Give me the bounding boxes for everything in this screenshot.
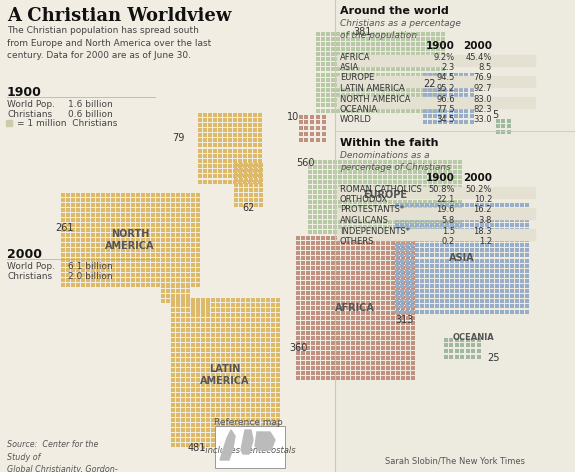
Text: World Pop.: World Pop. <box>7 100 55 109</box>
Text: 6.1 billion: 6.1 billion <box>68 262 113 271</box>
Text: ROMAN CATHOLICS: ROMAN CATHOLICS <box>340 185 421 194</box>
Text: The Christian population has spread south
from Europe and North America over the: The Christian population has spread sout… <box>7 26 211 60</box>
Polygon shape <box>220 430 235 460</box>
Text: 2.0 billion: 2.0 billion <box>68 272 113 281</box>
Text: EUROPE: EUROPE <box>363 190 407 200</box>
Text: PROTESTANTS*: PROTESTANTS* <box>340 205 404 214</box>
Text: 19.6: 19.6 <box>436 205 455 214</box>
Text: Around the world: Around the world <box>340 6 448 16</box>
Text: 2.3: 2.3 <box>442 63 455 72</box>
Text: A Christian Worldview: A Christian Worldview <box>7 7 231 25</box>
Bar <box>337 208 535 219</box>
Text: 360: 360 <box>289 343 307 353</box>
Text: = 1 million  Christians: = 1 million Christians <box>17 118 117 127</box>
Text: 33.0: 33.0 <box>473 116 492 125</box>
Text: INDEPENDENTS*: INDEPENDENTS* <box>340 227 410 236</box>
Text: 79: 79 <box>172 133 184 143</box>
Text: OTHERS: OTHERS <box>340 237 374 246</box>
Text: Sarah Slobin/The New York Times: Sarah Slobin/The New York Times <box>385 457 525 466</box>
Text: Source:  Center for the
Study of
Global Christianity, Gordon-
Conwell Theologica: Source: Center for the Study of Global C… <box>7 440 118 472</box>
Text: ASIA: ASIA <box>340 63 359 72</box>
Text: 50.2%: 50.2% <box>466 185 492 194</box>
Text: 77.5: 77.5 <box>436 105 455 114</box>
Text: 1900: 1900 <box>426 41 455 51</box>
Text: 0.2: 0.2 <box>442 237 455 246</box>
Text: *includes Pentecostals: *includes Pentecostals <box>201 446 296 455</box>
Bar <box>337 76 535 86</box>
Text: 34.5: 34.5 <box>436 116 455 125</box>
Text: 18.3: 18.3 <box>473 227 492 236</box>
Text: 83.0: 83.0 <box>473 94 492 103</box>
Text: 94.5: 94.5 <box>436 74 455 83</box>
Text: Christians: Christians <box>7 272 52 281</box>
Bar <box>337 55 535 66</box>
Text: 8.5: 8.5 <box>479 63 492 72</box>
Bar <box>337 229 535 239</box>
Text: 1900: 1900 <box>426 173 455 183</box>
Text: NORTH
AMERICA: NORTH AMERICA <box>105 229 155 251</box>
Text: NORTH AMERICA: NORTH AMERICA <box>340 94 411 103</box>
Text: 82.3: 82.3 <box>473 105 492 114</box>
Text: 5.8: 5.8 <box>442 216 455 225</box>
Text: 1.2: 1.2 <box>479 237 492 246</box>
Text: 9.2%: 9.2% <box>434 52 455 61</box>
Text: ORTHODOX: ORTHODOX <box>340 195 388 204</box>
Text: 96.6: 96.6 <box>436 94 455 103</box>
Text: OCEANIA: OCEANIA <box>340 105 378 114</box>
Text: OCEANIA: OCEANIA <box>453 332 494 342</box>
Polygon shape <box>255 432 275 450</box>
Bar <box>215 426 285 468</box>
Text: 45.4%: 45.4% <box>466 52 492 61</box>
Text: LATIN
AMERICA: LATIN AMERICA <box>200 364 250 386</box>
Text: 1.5: 1.5 <box>442 227 455 236</box>
Bar <box>337 187 535 197</box>
Text: 2000: 2000 <box>463 173 492 183</box>
Bar <box>335 0 575 472</box>
Text: 3.8: 3.8 <box>478 216 492 225</box>
Text: 62: 62 <box>243 203 255 213</box>
Text: Denominations as a
percentage of Christians: Denominations as a percentage of Christi… <box>340 151 451 172</box>
Text: 560: 560 <box>296 158 315 168</box>
Text: 22: 22 <box>424 79 436 89</box>
Text: 22.1: 22.1 <box>436 195 455 204</box>
Text: Christians as a percentage
of the population: Christians as a percentage of the popula… <box>340 19 461 40</box>
Text: ASIA: ASIA <box>449 253 475 263</box>
Text: AFRICA: AFRICA <box>340 52 371 61</box>
Text: 5: 5 <box>492 110 498 120</box>
Text: Within the faith: Within the faith <box>340 138 439 148</box>
Text: 16.2: 16.2 <box>473 205 492 214</box>
Text: EUROPE: EUROPE <box>340 74 374 83</box>
Text: 2000: 2000 <box>7 248 42 261</box>
Text: 261: 261 <box>56 223 74 233</box>
Text: LATIN AMERICA: LATIN AMERICA <box>340 84 405 93</box>
Text: Reference map: Reference map <box>214 418 282 427</box>
Bar <box>337 97 535 108</box>
Text: 10: 10 <box>287 112 299 122</box>
Text: 50.8%: 50.8% <box>428 185 455 194</box>
Text: World Pop.: World Pop. <box>7 262 55 271</box>
Text: AFRICA: AFRICA <box>335 303 375 313</box>
Text: 76.9: 76.9 <box>473 74 492 83</box>
Text: 1900: 1900 <box>7 86 42 99</box>
Text: 92.7: 92.7 <box>473 84 492 93</box>
Text: 0.6 billion: 0.6 billion <box>68 110 113 119</box>
Text: 2000: 2000 <box>463 41 492 51</box>
Text: 95.2: 95.2 <box>436 84 455 93</box>
Text: 313: 313 <box>396 315 414 325</box>
Text: ANGLICANS: ANGLICANS <box>340 216 389 225</box>
Polygon shape <box>241 430 253 454</box>
Text: 481: 481 <box>188 443 206 453</box>
Text: 381: 381 <box>354 27 372 37</box>
Text: Christians: Christians <box>7 110 52 119</box>
Text: WORLD: WORLD <box>340 116 372 125</box>
Text: 25: 25 <box>487 353 499 363</box>
Text: 1.6 billion: 1.6 billion <box>68 100 113 109</box>
Text: 10.2: 10.2 <box>474 195 492 204</box>
